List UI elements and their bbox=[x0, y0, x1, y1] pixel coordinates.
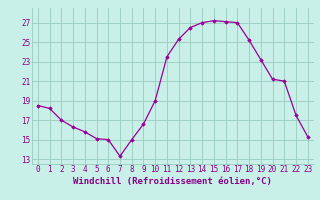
X-axis label: Windchill (Refroidissement éolien,°C): Windchill (Refroidissement éolien,°C) bbox=[73, 177, 272, 186]
